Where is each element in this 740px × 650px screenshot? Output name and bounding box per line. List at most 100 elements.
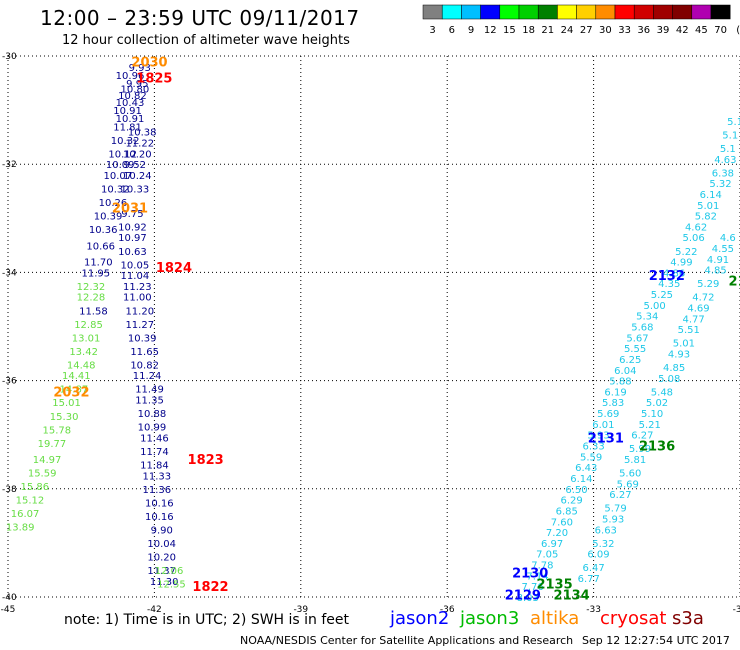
- satellite-label-cryosat: cryosat: [600, 608, 667, 629]
- color-scale-label: 18: [522, 25, 535, 36]
- wave-height-value: 6.09: [587, 550, 609, 561]
- wave-height-value: 12.85: [74, 320, 103, 331]
- wave-height-value: 6.27: [631, 431, 653, 442]
- pass-time-label: 2130: [512, 567, 548, 582]
- color-scale-label: 3: [429, 25, 435, 36]
- wave-height-value: 16.07: [11, 509, 40, 520]
- wave-height-value: 7.78: [531, 561, 553, 572]
- wave-height-value: 5.01: [697, 201, 719, 212]
- wave-height-value: 10.33: [121, 185, 150, 196]
- color-scale-label: 36: [637, 25, 650, 36]
- wave-height-value: 5.25: [651, 290, 673, 301]
- wave-height-value: 9.93: [129, 63, 151, 74]
- wave-height-value: 6.14: [570, 474, 592, 485]
- wave-height-value: 10.43: [116, 98, 145, 109]
- y-tick-label: -40: [2, 593, 17, 603]
- note-text: note: 1) Time is in UTC; 2) SWH is in fe…: [64, 612, 350, 628]
- wave-height-value: 5.1: [727, 117, 740, 128]
- pass-time-label: 2030: [131, 55, 167, 70]
- wave-height-value: 6.38: [712, 168, 734, 179]
- color-scale-label: 30: [599, 25, 612, 36]
- wave-height-value: 11.35: [135, 396, 164, 407]
- wave-height-value: 19.77: [38, 439, 67, 450]
- wave-height-value: 10.32: [111, 136, 140, 147]
- wave-height-value: 13.01: [72, 333, 101, 344]
- satellite-label-s3a: s3a: [672, 608, 704, 629]
- wave-height-value: 10.05: [121, 260, 150, 271]
- color-scale-label: 27: [580, 25, 593, 36]
- color-scale-label: 21: [541, 25, 554, 36]
- wave-height-value: 11.22: [125, 139, 154, 150]
- wave-height-value: 5.32: [592, 539, 614, 550]
- wave-height-value: 4.85: [704, 266, 726, 277]
- wave-height-value: 10.39: [94, 212, 123, 223]
- wave-height-value: 10.92: [118, 222, 147, 233]
- wave-height-value: 13.89: [6, 523, 35, 534]
- wave-height-value: 4.91: [707, 255, 729, 266]
- page-subtitle: 12 hour collection of altimeter wave hei…: [62, 33, 350, 48]
- wave-height-value: 6.14: [700, 190, 722, 201]
- wave-height-value: 10.36: [89, 225, 118, 236]
- pass-time-label: 21: [729, 275, 740, 290]
- wave-height-value: 11.46: [140, 433, 169, 444]
- wave-height-value: 5.79: [604, 504, 626, 515]
- wave-height-value: 10.38: [128, 128, 157, 139]
- wave-height-value: 4.35: [658, 279, 680, 290]
- wave-height-value: 11.27: [125, 320, 154, 331]
- wave-height-value: 4.62: [685, 222, 707, 233]
- wave-height-value: 12.28: [77, 293, 106, 304]
- wave-height-value: 10.82: [130, 360, 159, 371]
- wave-height-value: 11.70: [84, 258, 113, 269]
- wave-height-value: 11.33: [143, 471, 172, 482]
- wave-height-value: 6.43: [575, 463, 597, 474]
- pass-time-label: 2032: [53, 385, 89, 400]
- pass-time-label: 1824: [156, 261, 192, 276]
- wave-height-value: 10.32: [101, 185, 130, 196]
- wave-height-value: 5.22: [675, 247, 697, 258]
- wave-height-value: 11.00: [123, 293, 152, 304]
- pass-time-label: 2131: [588, 431, 624, 446]
- wave-height-value: 5.67: [626, 333, 648, 344]
- wave-height-value: 11.23: [123, 282, 152, 293]
- wave-height-value: 14.48: [67, 360, 96, 371]
- wave-height-value: 11.30: [150, 577, 179, 588]
- wave-height-value: 4.63: [714, 155, 736, 166]
- color-scale-label: 12: [484, 25, 497, 36]
- wave-height-value: 15.59: [28, 469, 57, 480]
- wave-height-value: 5.93: [602, 515, 624, 526]
- wave-height-value: 5.99: [629, 444, 651, 455]
- wave-height-value: 5.08: [658, 374, 680, 385]
- wave-height-value: 9.52: [124, 160, 146, 171]
- color-scale-label: 33: [618, 25, 631, 36]
- wave-height-value: 12.55: [157, 579, 186, 590]
- credit-text: NOAA/NESDIS Center for Satellite Applica…: [240, 634, 574, 647]
- wave-height-value: 11.65: [130, 347, 159, 358]
- wave-height-value: 10.16: [145, 512, 174, 523]
- wave-height-value: 10.80: [121, 84, 150, 95]
- wave-height-value: 11.24: [133, 371, 162, 382]
- page-title: 12:00 – 23:59 UTC 09/11/2017: [40, 6, 360, 30]
- wave-height-value: 5.48: [651, 387, 673, 398]
- wave-height-value: 4.86: [663, 268, 685, 279]
- x-tick-label: -39: [293, 605, 308, 615]
- wave-height-value: 14.41: [62, 371, 91, 382]
- color-scale-label: 42: [676, 25, 689, 36]
- y-tick-label: -36: [2, 377, 17, 387]
- wave-height-value: 11.37: [147, 566, 176, 577]
- wave-height-value: 6.47: [582, 563, 604, 574]
- wave-height-value: 4.93: [668, 350, 690, 361]
- wave-height-value: 6.97: [541, 539, 563, 550]
- wave-height-value: 11.81: [113, 122, 142, 133]
- wave-height-value: 4.55: [712, 244, 734, 255]
- wave-height-value: 11.95: [82, 268, 111, 279]
- x-tick-label: -36: [440, 605, 455, 615]
- wave-height-value: 4.72: [692, 293, 714, 304]
- wave-height-value: 5.83: [602, 398, 624, 409]
- wave-height-value: 4.99: [670, 258, 692, 269]
- wave-height-value: 13.42: [69, 347, 98, 358]
- wave-height-value: 11.84: [140, 460, 169, 471]
- wave-height-value: 6.19: [604, 387, 626, 398]
- wave-height-value: 4.6: [720, 233, 736, 244]
- wave-height-value: 10.26: [99, 198, 128, 209]
